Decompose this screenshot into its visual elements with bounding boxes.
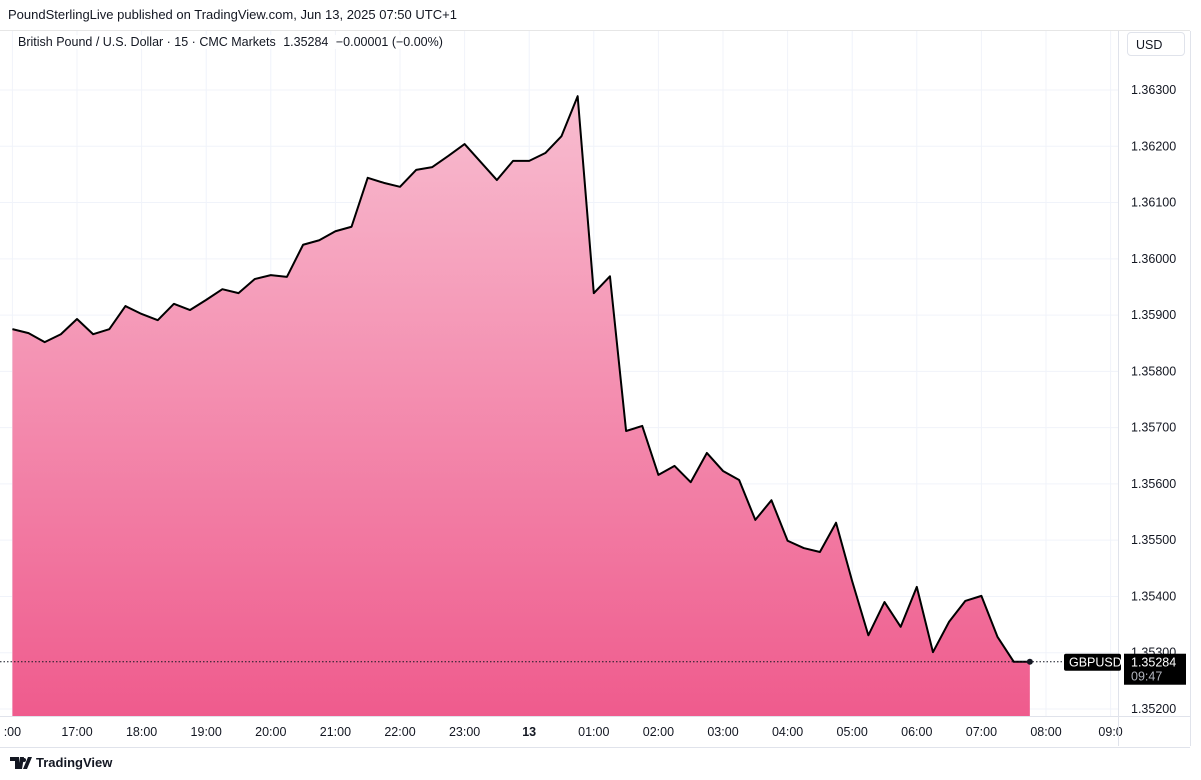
publisher-line: PoundSterlingLive published on TradingVi… bbox=[8, 7, 457, 22]
price-tag-bg bbox=[1124, 653, 1186, 685]
price-change: −0.00001 (−0.00%) bbox=[335, 35, 443, 49]
x-tick-label: 05:00 bbox=[837, 725, 868, 739]
currency-button[interactable]: USD bbox=[1127, 32, 1185, 56]
y-tick-label: 1.36000 bbox=[1131, 252, 1176, 266]
area-fill bbox=[12, 96, 1030, 716]
y-tick-label: 1.35500 bbox=[1131, 533, 1176, 547]
x-tick-label: 07:00 bbox=[966, 725, 997, 739]
y-tick-label: 1.36200 bbox=[1131, 139, 1176, 153]
x-tick-label: 03:00 bbox=[707, 725, 738, 739]
y-tick-label: 1.36300 bbox=[1131, 83, 1176, 97]
symbol-tag: GBPUSD bbox=[1069, 656, 1122, 670]
x-tick-label: 19:00 bbox=[191, 725, 222, 739]
price-tag: 1.35284 bbox=[1131, 656, 1176, 670]
x-tick-label: 08:00 bbox=[1030, 725, 1061, 739]
y-tick-label: 1.35200 bbox=[1131, 702, 1176, 716]
price-line bbox=[12, 95, 1030, 663]
chart-frame bbox=[0, 30, 1190, 748]
x-tick-label: 13 bbox=[522, 725, 536, 739]
x-tick-label: 02:00 bbox=[643, 725, 674, 739]
x-tick-label: 09:0 bbox=[1098, 725, 1122, 739]
x-tick-label: 18:00 bbox=[126, 725, 157, 739]
tradingview-logo[interactable]: TradingView bbox=[10, 755, 112, 770]
tradingview-logo-icon bbox=[10, 756, 32, 769]
logo-text: TradingView bbox=[36, 755, 113, 770]
x-tick-label: 21:00 bbox=[320, 725, 351, 739]
symbol-title: British Pound / U.S. Dollar · 15 · CMC M… bbox=[18, 35, 276, 49]
countdown-tag: 09:47 bbox=[1131, 670, 1162, 684]
y-tick-label: 1.35900 bbox=[1131, 308, 1176, 322]
y-tick-label: 1.35700 bbox=[1131, 421, 1176, 435]
symbol-tag-bg bbox=[1064, 653, 1121, 671]
x-tick-label: 01:00 bbox=[578, 725, 609, 739]
x-tick-label: 20:00 bbox=[255, 725, 286, 739]
x-tick-label: 23:00 bbox=[449, 725, 480, 739]
y-tick-label: 1.35400 bbox=[1131, 589, 1176, 603]
chart-legend: British Pound / U.S. Dollar · 15 · CMC M… bbox=[18, 35, 447, 49]
y-tick-label: 1.35800 bbox=[1131, 364, 1176, 378]
x-tick-label: 04:00 bbox=[772, 725, 803, 739]
last-price-dot bbox=[1026, 658, 1033, 665]
x-tick-label: 22:00 bbox=[384, 725, 415, 739]
y-tick-label: 1.36100 bbox=[1131, 196, 1176, 210]
y-tick-label: 1.35600 bbox=[1131, 477, 1176, 491]
x-tick-label: 17:00 bbox=[61, 725, 92, 739]
x-tick-label: :00 bbox=[4, 725, 21, 739]
last-price: 1.35284 bbox=[283, 35, 329, 49]
x-tick-label: 06:00 bbox=[901, 725, 932, 739]
